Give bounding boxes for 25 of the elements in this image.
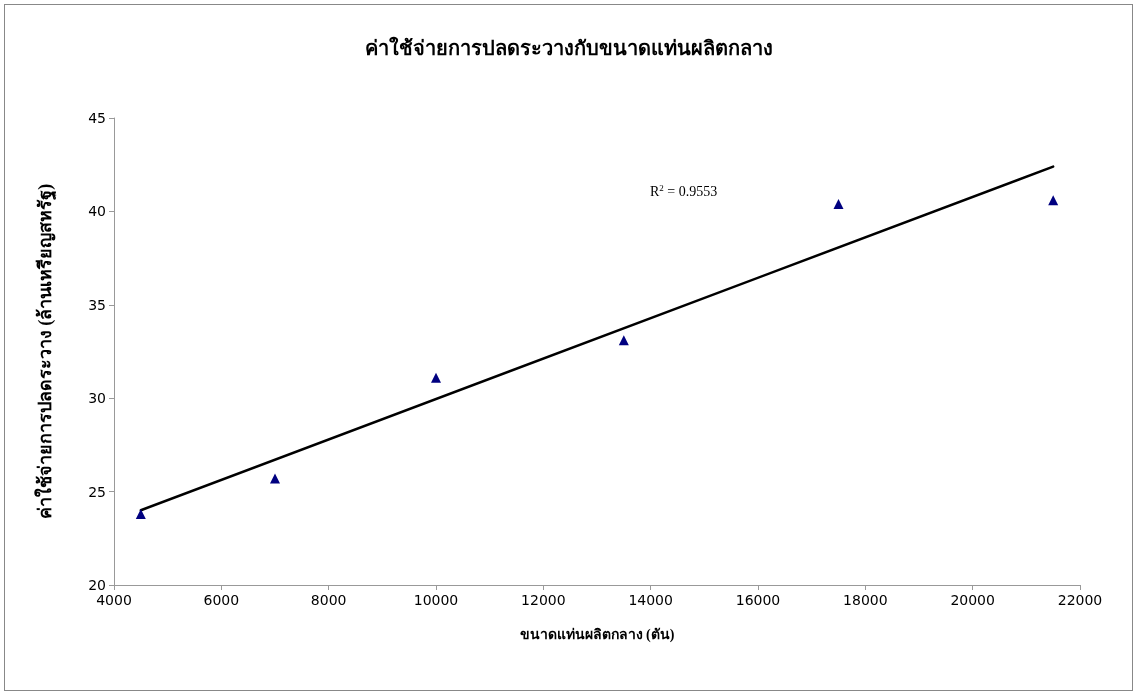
x-tick-label: 4000: [96, 592, 132, 608]
x-tick-label: 12000: [521, 592, 566, 608]
y-tick-label: 30: [88, 390, 106, 407]
x-tick-label: 8000: [310, 592, 347, 608]
point: [270, 473, 280, 484]
x-tick-label: 10000: [413, 592, 459, 608]
y-tick-label: 35: [88, 296, 106, 313]
x-tick-label: 20000: [950, 592, 995, 608]
y-axis-title: ค่าใช้จ่ายการปลดระวาง (ล้านเหรียญสหรัฐ): [34, 183, 57, 520]
point: [618, 335, 629, 346]
y-tick-label: 45: [88, 110, 106, 126]
x-tick-label: 22000: [1057, 592, 1103, 608]
y-tick-label: 40: [88, 203, 106, 220]
x-tick-label: 14000: [628, 592, 673, 608]
chart-title: ค่าใช้จ่ายการปลดระวางกับขนาดแท่นผลิตกลาง: [364, 36, 773, 59]
y-tick-label: 25: [88, 483, 106, 500]
point: [135, 509, 146, 520]
x-axis-title: ขนาดแท่นผลิตกลาง (ตัน): [519, 626, 675, 643]
point: [833, 198, 844, 209]
x-tick-label: 18000: [843, 592, 888, 608]
y-tick-label: 20: [88, 577, 106, 593]
point: [1048, 195, 1059, 206]
point: [431, 372, 441, 383]
x-tick-label: 6000: [203, 592, 240, 608]
x-tick-label: 16000: [735, 592, 781, 608]
